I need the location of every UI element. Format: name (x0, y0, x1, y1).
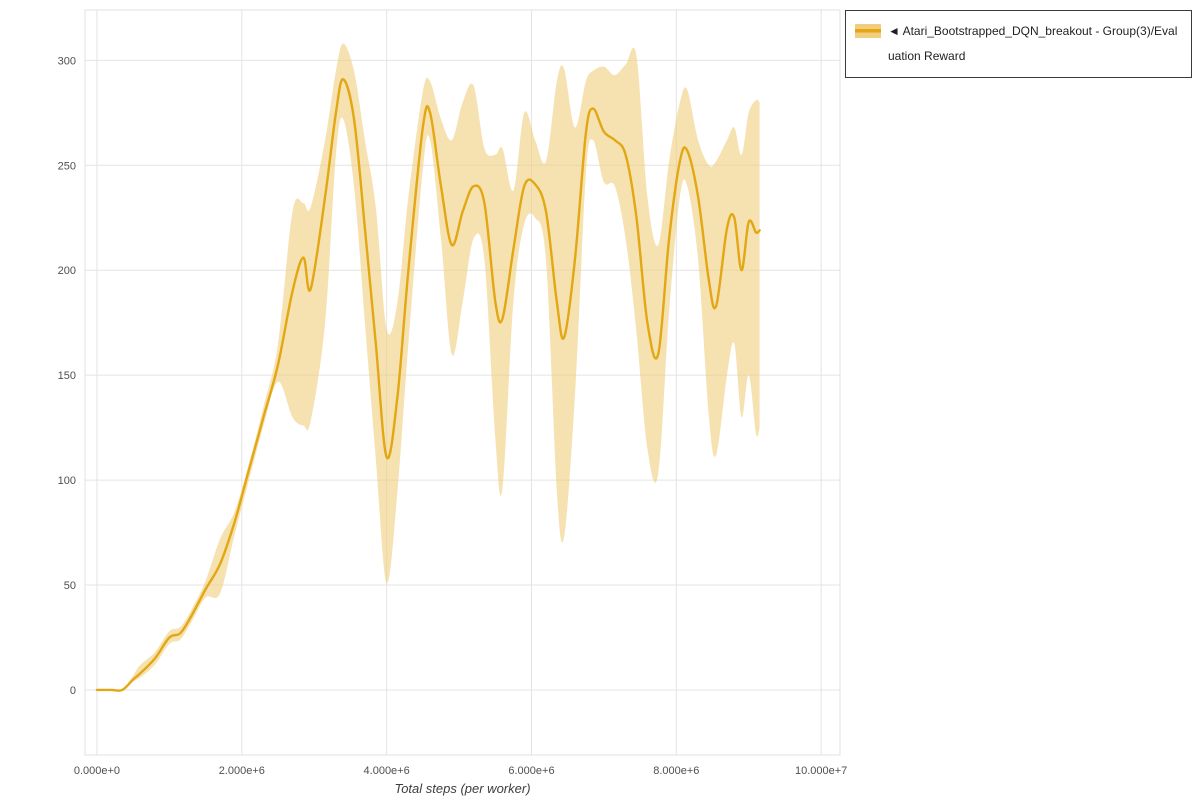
y-axis-ticks: 0 50 100 150 200 250 300 (58, 55, 76, 697)
svg-text:200: 200 (58, 265, 76, 277)
svg-text:6.000e+6: 6.000e+6 (508, 765, 554, 777)
svg-text:10.000e+7: 10.000e+7 (795, 765, 847, 777)
svg-text:4.000e+6: 4.000e+6 (364, 765, 410, 777)
legend-swatch (855, 24, 881, 38)
legend-series-name: Atari_Bootstrapped_DQN_breakout - Group(… (888, 24, 1178, 63)
svg-text:2.000e+6: 2.000e+6 (219, 765, 265, 777)
svg-text:0.000e+0: 0.000e+0 (74, 765, 120, 777)
svg-text:50: 50 (64, 580, 76, 592)
legend-marker-icon: ◄ (888, 24, 900, 38)
reward-line (95, 78, 761, 692)
x-axis-label: Total steps (per worker) (394, 781, 531, 796)
legend-label: ◄ Atari_Bootstrapped_DQN_breakout - Grou… (888, 19, 1182, 69)
svg-text:8.000e+6: 8.000e+6 (653, 765, 699, 777)
svg-text:0: 0 (70, 685, 76, 697)
svg-text:300: 300 (58, 55, 76, 67)
plot-border (84, 9, 841, 756)
x-axis-ticks: 0.000e+0 2.000e+6 4.000e+6 6.000e+6 8.000e+6… (74, 765, 847, 777)
confidence-band (96, 43, 760, 692)
svg-text:250: 250 (58, 160, 76, 172)
legend[interactable]: ◄ Atari_Bootstrapped_DQN_breakout - Grou… (845, 10, 1192, 78)
svg-text:150: 150 (58, 370, 76, 382)
svg-text:100: 100 (58, 475, 76, 487)
